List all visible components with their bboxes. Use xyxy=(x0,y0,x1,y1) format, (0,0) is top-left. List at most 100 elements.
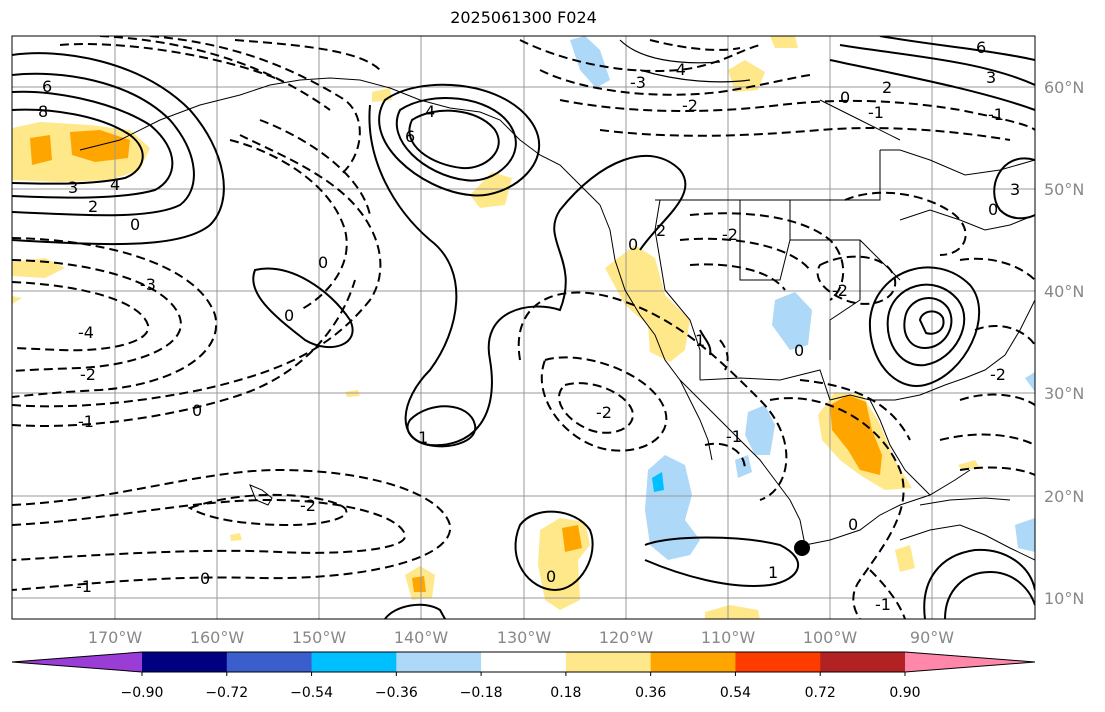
contour-positive xyxy=(918,310,945,335)
colorbar-extension-high xyxy=(905,652,1035,672)
contour-zero xyxy=(639,69,751,83)
contour-negative xyxy=(959,257,1035,281)
longitude-label: 170°W xyxy=(88,628,143,647)
contour-label: -2 xyxy=(832,281,848,300)
contour-label: 0 xyxy=(284,306,294,325)
contour-negative xyxy=(679,237,811,271)
contour-label: -1 xyxy=(76,577,92,596)
contour-negative xyxy=(187,493,348,527)
positive-shade xyxy=(12,258,65,278)
contour-label: 0 xyxy=(988,200,998,219)
contour-negative xyxy=(689,212,845,301)
colorbar-tick-label: 0.18 xyxy=(550,685,581,701)
contour-label: 0 xyxy=(794,341,804,360)
positive-shade xyxy=(705,605,760,619)
contour-label: -1 xyxy=(988,105,1004,124)
colorbar-segment xyxy=(311,652,397,672)
contour-label: 3 xyxy=(68,178,78,197)
contour-positive xyxy=(903,297,953,350)
contour-labels: 6 8 3 4 2 0 -3 -4 -2 -1 0 -2 -1 0 4 6 0 … xyxy=(38,38,1020,614)
colorbar-segment xyxy=(396,652,482,672)
contour-label: -1 xyxy=(875,595,891,614)
colorbar-tick-label: 0.72 xyxy=(805,685,836,701)
contour-label: -2 xyxy=(722,225,738,244)
contour-positive xyxy=(886,283,966,367)
contour-negative xyxy=(12,281,150,352)
longitude-label: 150°W xyxy=(292,628,347,647)
contour-negative xyxy=(974,325,1035,346)
contour-negative xyxy=(12,468,452,591)
latitude-label: 60°N xyxy=(1044,78,1084,97)
contour-label: 0 xyxy=(848,515,858,534)
contour-negative xyxy=(844,191,967,256)
colorbar-segment xyxy=(481,652,567,672)
positive-shade xyxy=(470,172,512,208)
contour-lines xyxy=(12,36,1035,619)
colorbar-tick-label: −0.90 xyxy=(121,685,164,701)
positive-shade xyxy=(728,60,765,92)
colorbar: −0.90 −0.72 −0.54 −0.36 −0.18 0.18 0.36 0.54 0.7… xyxy=(11,651,1036,701)
longitude-label: 140°W xyxy=(394,628,449,647)
contour-negative xyxy=(869,569,906,619)
contour-label: 0 xyxy=(628,235,638,254)
negative-shade xyxy=(570,36,610,88)
contour-negative xyxy=(234,39,381,71)
contour-positive xyxy=(993,157,1035,220)
contour-negative xyxy=(12,259,182,372)
contour-label: 1 xyxy=(768,563,778,582)
longitude-label: 120°W xyxy=(599,628,654,647)
contour-negative xyxy=(539,69,811,96)
contour-negative xyxy=(599,127,1011,141)
contour-negative xyxy=(959,466,1035,476)
colorbar-tick-label: 0.90 xyxy=(889,685,920,701)
contour-negative xyxy=(769,397,905,619)
latitude-label: 40°N xyxy=(1044,282,1084,301)
contour-label: 2 xyxy=(88,197,98,216)
contour-positive xyxy=(829,59,1035,111)
contour-zero xyxy=(619,39,721,64)
positive-shade-strong xyxy=(412,576,426,592)
contour-label: 0 xyxy=(840,88,850,107)
contour-label: 6 xyxy=(405,127,415,146)
contour-label: -2 xyxy=(300,496,316,515)
contour-label: -4 xyxy=(78,323,94,342)
positive-shade xyxy=(770,36,798,48)
colorbar-segment xyxy=(650,652,736,672)
contour-label: -1 xyxy=(868,103,884,122)
colorbar-extension-low xyxy=(12,652,142,672)
negative-shade xyxy=(645,455,700,560)
contour-negative xyxy=(519,39,761,72)
longitude-label: 130°W xyxy=(497,628,552,647)
contour-label: 3 xyxy=(1010,180,1020,199)
contour-negative xyxy=(558,382,634,434)
contour-negative xyxy=(12,237,218,398)
contour-negative xyxy=(12,498,406,561)
latitude-label: 20°N xyxy=(1044,487,1084,506)
positive-shade-strong xyxy=(830,395,882,475)
contour-label: 1 xyxy=(695,331,705,350)
contour-label: 6 xyxy=(42,77,52,96)
positive-shade-strong xyxy=(562,525,582,552)
contour-negative xyxy=(704,442,746,471)
longitude-label: 90°W xyxy=(910,628,954,647)
contour-label: 0 xyxy=(546,567,556,586)
contour-label: -1 xyxy=(78,412,94,431)
contour-label: 3 xyxy=(986,68,996,87)
colorbar-segment xyxy=(565,652,652,672)
colorbar-tick-label: 0.36 xyxy=(635,685,666,701)
location-marker xyxy=(794,540,810,556)
longitude-label: 110°W xyxy=(701,628,756,647)
contour-negative xyxy=(689,263,786,291)
colorbar-segment xyxy=(142,652,228,672)
longitude-axis: 170°W 160°W 150°W 140°W 130°W 120°W 110°… xyxy=(88,628,954,647)
contour-label: -1 xyxy=(726,427,742,446)
contour-label: 4 xyxy=(425,102,435,121)
contour-negative xyxy=(540,356,668,452)
contour-negative xyxy=(149,36,361,176)
contour-label: 8 xyxy=(38,102,48,121)
contour-negative xyxy=(559,99,1035,131)
contour-positive xyxy=(839,44,1035,86)
contour-negative xyxy=(12,134,382,408)
contour-label: 4 xyxy=(110,175,120,194)
